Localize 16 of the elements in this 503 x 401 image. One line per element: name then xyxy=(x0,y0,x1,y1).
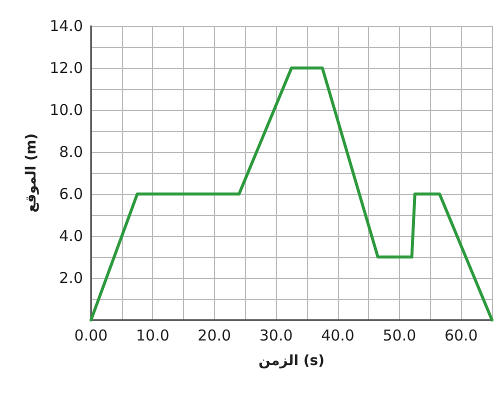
y-tick-label: 14.0 xyxy=(50,17,83,35)
x-tick-label: 50.0 xyxy=(382,326,416,344)
x-tick-label: 60.0 xyxy=(444,326,478,344)
x-tick-label: 0.00 xyxy=(74,326,108,344)
x-tick-label: 20.0 xyxy=(198,326,232,344)
y-tick-label: 2.0 xyxy=(59,269,83,287)
y-tick-label: 10.0 xyxy=(50,101,83,119)
y-tick-label: 8.0 xyxy=(59,143,83,161)
y-axis-title: الموقع (m) xyxy=(24,133,40,213)
y-tick-label: 4.0 xyxy=(59,227,83,245)
x-tick-label: 40.0 xyxy=(321,326,354,344)
y-tick-label: 12.0 xyxy=(50,59,83,77)
x-axis-title: الزمن (s) xyxy=(258,353,325,369)
x-tick-label: 10.0 xyxy=(136,326,170,344)
y-tick-label: 6.0 xyxy=(59,185,83,203)
x-tick-label: 30.0 xyxy=(259,326,293,344)
